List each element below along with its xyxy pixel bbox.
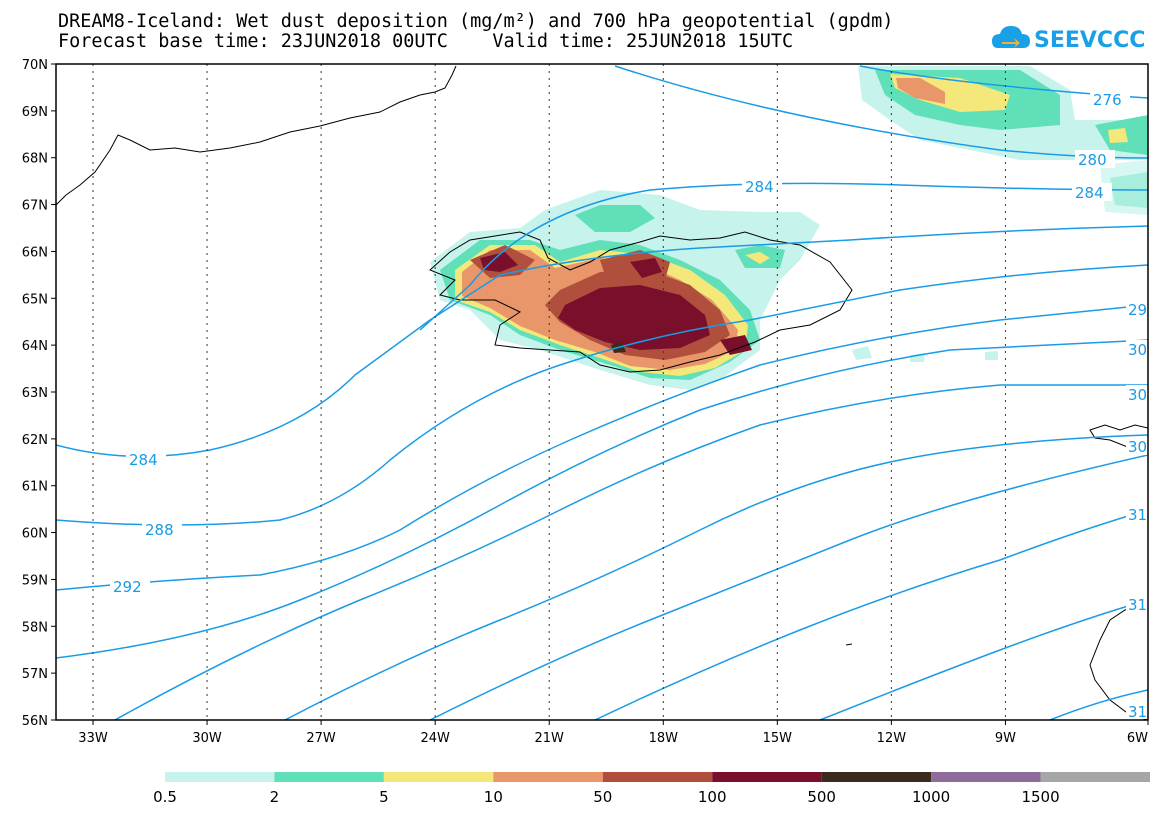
logo-text: SEEVCCC bbox=[1034, 28, 1145, 53]
lat-label: 68N bbox=[22, 152, 48, 167]
contour-label: 31 bbox=[1128, 703, 1147, 721]
contour-label: 30 bbox=[1128, 438, 1147, 456]
lat-label: 58N bbox=[22, 620, 48, 635]
lat-label: 57N bbox=[22, 667, 48, 682]
legend-label: 1000 bbox=[912, 788, 950, 806]
coastlines bbox=[56, 65, 1148, 720]
legend-swatch bbox=[931, 772, 1041, 782]
legend-label: 1500 bbox=[1021, 788, 1059, 806]
legend-swatch bbox=[712, 772, 822, 782]
contour-label: 276 bbox=[1093, 91, 1122, 109]
axis-ticks bbox=[51, 63, 1149, 725]
legend-label: 5 bbox=[379, 788, 389, 806]
contour-label: 284 bbox=[745, 178, 774, 196]
contour-label: 31 bbox=[1128, 596, 1147, 614]
lat-label: 66N bbox=[22, 245, 48, 260]
legend-swatch bbox=[1040, 772, 1150, 782]
legend-swatch bbox=[493, 772, 603, 782]
title-line-2: Forecast base time: 23JUN2018 00UTC Vali… bbox=[58, 31, 794, 52]
contour-label: 288 bbox=[145, 521, 174, 539]
contour-label: 30 bbox=[1128, 341, 1147, 359]
legend-colorbar: 0.5 2 5 10 50 100 500 1000 1500 bbox=[153, 772, 1150, 806]
lat-label: 56N bbox=[22, 714, 48, 729]
legend-label: 50 bbox=[593, 788, 612, 806]
legend-label: 500 bbox=[807, 788, 836, 806]
legend-label: 10 bbox=[484, 788, 503, 806]
lon-label: 15W bbox=[763, 731, 793, 746]
lon-label: 6W bbox=[1127, 731, 1148, 746]
legend-swatch bbox=[821, 772, 932, 782]
legend-label: 0.5 bbox=[153, 788, 177, 806]
contour-label: 284 bbox=[129, 451, 158, 469]
lon-label: 21W bbox=[535, 731, 565, 746]
lat-label: 69N bbox=[22, 105, 48, 120]
legend-swatch bbox=[274, 772, 384, 782]
lat-label: 60N bbox=[22, 527, 48, 542]
lat-label: 62N bbox=[22, 433, 48, 448]
lon-label: 9W bbox=[995, 731, 1016, 746]
contour-label: 284 bbox=[1075, 184, 1104, 202]
title-line-1: DREAM8-Iceland: Wet dust deposition (mg/… bbox=[58, 11, 894, 32]
dust-deposition-layer bbox=[430, 66, 1148, 390]
contour-labels: 276 280 284 284 284 288 292 29 30 30 30 … bbox=[110, 90, 1148, 721]
lat-label: 70N bbox=[22, 58, 48, 73]
lon-label: 24W bbox=[420, 731, 450, 746]
geopotential-contours bbox=[56, 65, 1148, 720]
contour-label: 280 bbox=[1078, 151, 1107, 169]
legend-swatch bbox=[602, 772, 713, 782]
lat-label: 64N bbox=[22, 339, 48, 354]
contour-label: 292 bbox=[113, 578, 142, 596]
lat-label: 61N bbox=[22, 480, 48, 495]
lon-label: 12W bbox=[877, 731, 907, 746]
lat-label: 59N bbox=[22, 573, 48, 588]
lat-label: 67N bbox=[22, 199, 48, 214]
seevccc-logo: SEEVCCC bbox=[992, 26, 1145, 53]
latitude-labels: 70N 69N 68N 67N 66N 65N 64N 63N 62N 61N 60N 59N 58N 5… bbox=[22, 58, 48, 729]
cloud-icon bbox=[992, 26, 1030, 48]
legend-swatch bbox=[383, 772, 494, 782]
map-frame bbox=[55, 63, 1149, 721]
lat-label: 63N bbox=[22, 386, 48, 401]
lon-label: 30W bbox=[192, 731, 222, 746]
contour-label: 31 bbox=[1128, 506, 1147, 524]
graticule bbox=[92, 64, 1006, 720]
legend-label: 100 bbox=[698, 788, 727, 806]
legend-label: 2 bbox=[270, 788, 280, 806]
lon-label: 33W bbox=[78, 731, 108, 746]
lon-label: 27W bbox=[306, 731, 336, 746]
contour-label: 29 bbox=[1128, 301, 1147, 319]
contour-label: 30 bbox=[1128, 386, 1147, 404]
legend-swatch bbox=[165, 772, 275, 782]
lat-label: 65N bbox=[22, 292, 48, 307]
longitude-labels: 33W 30W 27W 24W 21W 18W 15W 12W 9W 6W bbox=[78, 731, 1148, 746]
lon-label: 18W bbox=[649, 731, 679, 746]
